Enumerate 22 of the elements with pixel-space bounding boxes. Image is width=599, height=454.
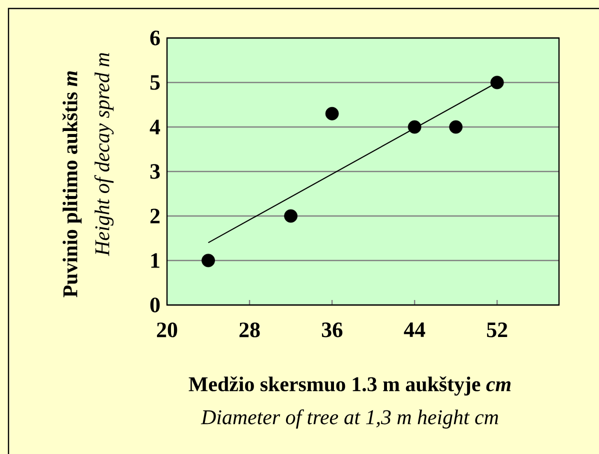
x-tick-label: 52	[487, 322, 508, 338]
y-tick-label: 5	[150, 75, 160, 90]
y-tick-label: 4	[150, 120, 160, 134]
x-tick-label: 36	[322, 322, 342, 338]
y-tick-label: 0	[150, 298, 160, 312]
point	[202, 254, 215, 268]
x-tick-label: 20	[156, 322, 178, 338]
point	[325, 106, 339, 120]
y-axis-title: Puvinio plitimo aukštis m	[62, 71, 82, 298]
point	[408, 120, 422, 134]
x-tick-label: 28	[240, 322, 260, 338]
x-axis-title: Medžio skersmuo 1.3 m aukštyje cm	[188, 376, 511, 396]
point	[490, 76, 504, 90]
y-tick-label: 3	[150, 164, 160, 179]
y-tick-label: 2	[150, 208, 160, 224]
point	[284, 209, 298, 223]
y-tick-label: 6	[150, 30, 160, 46]
text: Height of decay spred m	[94, 53, 114, 256]
y-tick-label: 1	[151, 253, 160, 268]
x-tick-label: 44	[404, 322, 426, 337]
point	[449, 120, 463, 134]
text: Diameter of tree at 1,3 m height cm	[200, 409, 498, 429]
